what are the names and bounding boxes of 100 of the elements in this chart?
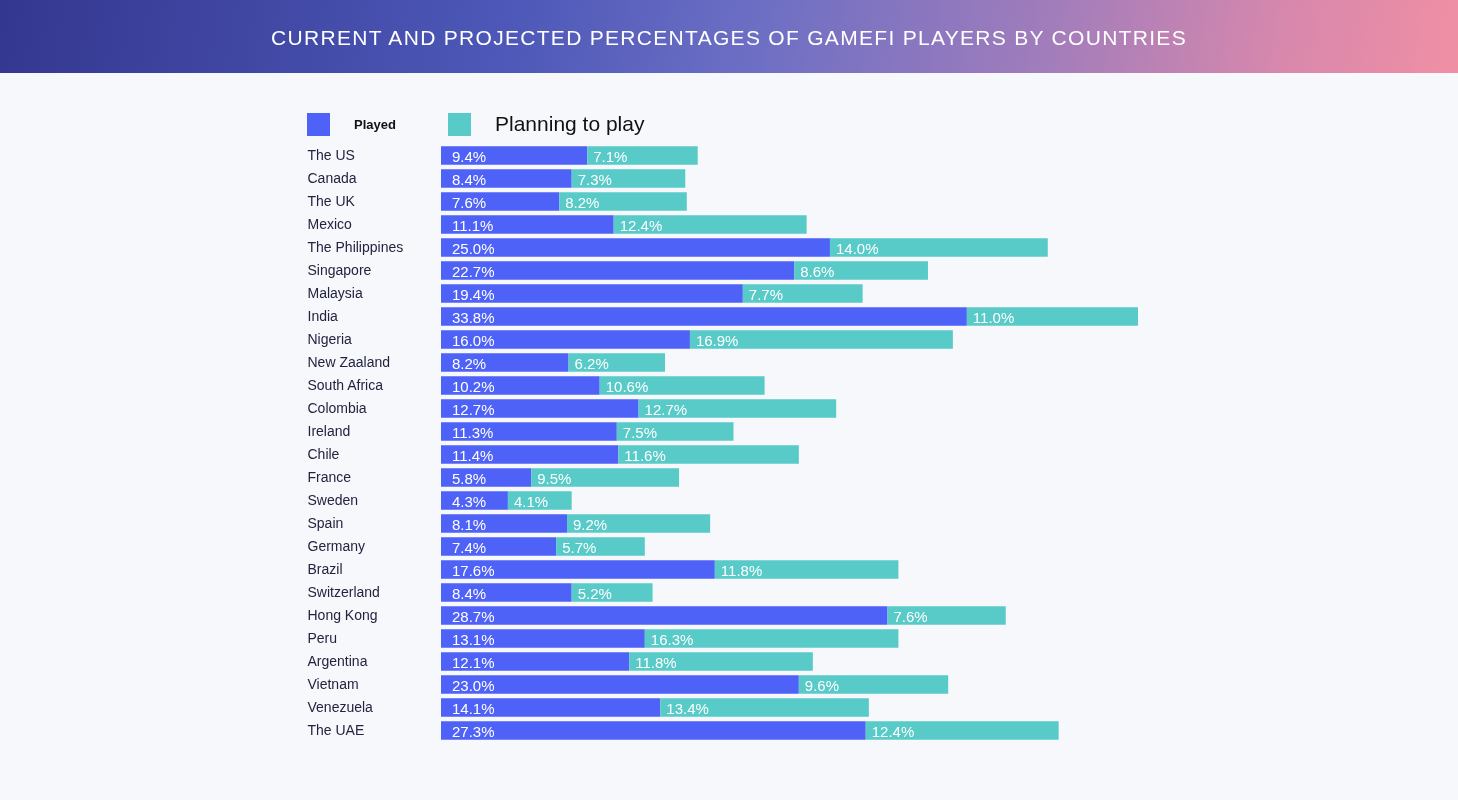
y-tick-label: India	[307, 307, 339, 323]
y-tick-label: Singapore	[307, 261, 372, 277]
bar	[441, 329, 690, 349]
data-label: 22.7%	[452, 262, 495, 279]
bar	[531, 467, 680, 487]
bar	[441, 467, 532, 487]
data-label: 28.7%	[452, 607, 495, 624]
data-label: 7.3%	[577, 170, 612, 187]
bar	[887, 605, 1006, 625]
bar	[441, 283, 743, 303]
data-label: 8.1%	[452, 515, 487, 532]
data-label: 9.6%	[804, 676, 840, 693]
bar	[742, 283, 863, 303]
bar	[441, 421, 617, 441]
y-tick-label: Argentina	[307, 652, 368, 668]
data-label: 8.4%	[452, 584, 487, 601]
bar	[441, 260, 795, 280]
data-label: 7.7%	[748, 285, 784, 302]
data-label: 19.4%	[452, 285, 495, 302]
bar	[441, 651, 630, 671]
bar	[613, 214, 807, 234]
data-label: 12.7%	[644, 400, 688, 417]
y-tick-label: Colombia	[307, 399, 367, 415]
data-label: 16.0%	[452, 331, 495, 348]
bar	[441, 559, 715, 579]
data-label: 11.3%	[452, 423, 494, 440]
data-label: 23.0%	[452, 676, 495, 693]
data-label: 13.1%	[452, 630, 495, 647]
bar	[829, 237, 1048, 257]
data-label: 5.8%	[452, 469, 487, 486]
y-tick-label: The Philippines	[307, 238, 404, 254]
bar	[441, 444, 619, 464]
y-tick-label: Vietnam	[307, 675, 359, 691]
bar	[638, 398, 837, 418]
data-label: 12.1%	[452, 653, 495, 670]
legend-label: Planning to play	[495, 111, 645, 134]
bar	[966, 306, 1138, 326]
data-label: 7.6%	[452, 193, 487, 210]
y-tick-label: Chile	[307, 445, 340, 461]
bar	[794, 260, 928, 280]
y-tick-label: The UK	[307, 192, 356, 208]
data-label: 12.4%	[871, 722, 915, 739]
y-tick-label: Venezuela	[307, 698, 374, 714]
bar	[441, 168, 572, 188]
y-tick-label: The US	[307, 146, 355, 162]
bar	[441, 720, 866, 740]
data-label: 7.4%	[452, 538, 487, 555]
y-tick-label: Germany	[307, 537, 366, 553]
data-label: 7.5%	[622, 423, 658, 440]
data-label: 6.2%	[574, 354, 609, 371]
y-tick-label: Mexico	[307, 215, 353, 231]
y-tick-label: Switzerland	[307, 583, 380, 599]
data-label: 11.6%	[624, 446, 666, 463]
bar	[571, 582, 653, 602]
data-label: 8.4%	[452, 170, 487, 187]
y-tick-label: Hong Kong	[307, 606, 378, 622]
bar	[714, 559, 899, 579]
data-label: 7.1%	[593, 147, 628, 164]
data-label: 33.8%	[452, 308, 495, 325]
y-tick-label: France	[307, 468, 352, 484]
data-label: 9.4%	[452, 147, 487, 164]
bar	[441, 536, 557, 556]
bar	[660, 697, 869, 717]
bar	[441, 191, 560, 211]
data-label: 7.6%	[893, 607, 928, 624]
data-label: 9.2%	[573, 515, 608, 532]
data-label: 25.0%	[452, 239, 495, 256]
data-label: 10.2%	[452, 377, 495, 394]
y-tick-label: New Zaaland	[307, 353, 390, 369]
data-label: 4.1%	[513, 492, 549, 509]
bar	[441, 628, 645, 648]
data-label: 8.2%	[565, 193, 600, 210]
bar	[616, 421, 734, 441]
y-tick-label: South Africa	[307, 376, 384, 392]
bar	[441, 605, 888, 625]
data-label: 5.2%	[577, 584, 612, 601]
bar	[441, 582, 572, 602]
y-tick-label: Nigeria	[307, 330, 353, 346]
bar	[618, 444, 799, 464]
data-label: 10.6%	[605, 377, 649, 394]
data-label: 12.7%	[452, 400, 495, 417]
bar	[441, 513, 568, 533]
data-label: 13.4%	[666, 699, 709, 716]
bar	[507, 490, 572, 510]
legend-label: Played	[354, 116, 396, 131]
y-tick-label: Brazil	[307, 560, 343, 576]
bar	[556, 536, 645, 556]
bar	[689, 329, 953, 349]
bar	[559, 191, 687, 211]
data-label: 16.3%	[650, 630, 694, 647]
bar	[441, 352, 569, 372]
y-tick-label: Canada	[307, 169, 357, 185]
bar	[571, 168, 686, 188]
data-label: 11.1%	[452, 216, 494, 233]
bar	[441, 306, 967, 326]
data-label: 5.7%	[562, 538, 597, 555]
bar	[441, 375, 600, 395]
bar	[865, 720, 1059, 740]
bar	[599, 375, 765, 395]
bar	[441, 697, 661, 717]
